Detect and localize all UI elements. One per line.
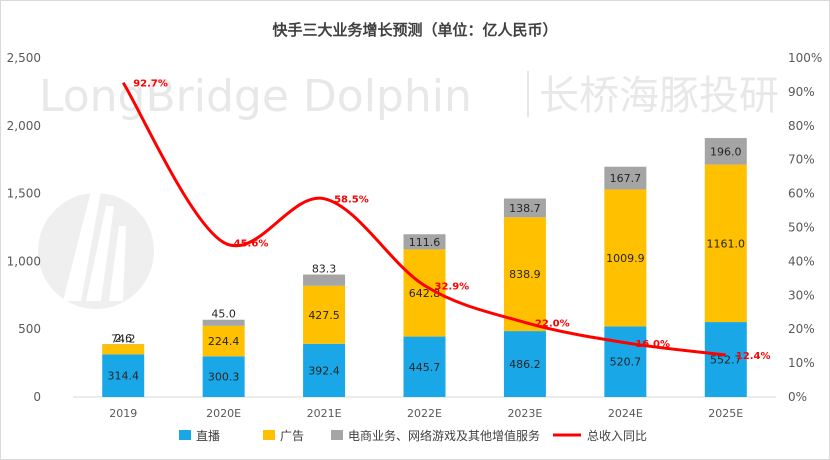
left-y-axis: 0 500 1,000 1,500 2,000 2,500 xyxy=(7,51,41,404)
legend-label: 总收入同比 xyxy=(587,429,647,443)
watermark-text-cn: 长桥海豚投研 xyxy=(539,73,779,119)
bar-segment-label: 138.7 xyxy=(509,202,541,215)
bar-segment xyxy=(303,343,346,397)
x-axis-tick-label: 2025E xyxy=(708,407,743,420)
left-axis-tick-label: 2,500 xyxy=(7,51,41,65)
bar-segment-label: 314.4 xyxy=(107,370,139,383)
bar-segment-label: 1161.0 xyxy=(707,237,746,250)
legend-swatch xyxy=(179,430,191,440)
right-axis-tick-label: 10% xyxy=(788,356,815,370)
x-axis-tick-label: 2019 xyxy=(109,407,137,420)
left-axis-tick-label: 1,500 xyxy=(7,187,41,201)
watermark-text-en: LongBridge Dolphin xyxy=(39,71,472,122)
watermark: LongBridge Dolphin 长桥海豚投研 xyxy=(38,71,779,309)
bar-segment xyxy=(704,138,747,165)
bar-segment-label: 427.5 xyxy=(308,309,340,322)
bar-segment xyxy=(503,198,546,218)
bar-segment-label: 520.7 xyxy=(610,356,642,369)
right-axis-tick-label: 90% xyxy=(788,85,815,99)
bar-segment-label: 83.3 xyxy=(312,263,337,276)
right-y-axis: 0% 10% 20% 30% 40% 50% 60% 70% 80% 90% 100% xyxy=(788,51,822,404)
chart-legend: 直播 广告 电商业务、网络游戏及其他增值服务 总收入同比 xyxy=(179,428,647,443)
left-axis-tick-label: 0 xyxy=(33,390,41,404)
bar-segment-label: 45.0 xyxy=(211,308,236,321)
yoy-growth-line: 92.7% 45.6% 58.5% 32.9% 22.0% 16.0% 12.4% xyxy=(121,79,771,362)
legend-label: 电商业务、网络游戏及其他增值服务 xyxy=(348,428,540,443)
bar-segment xyxy=(403,336,446,397)
bar-segment-label: 74.2 xyxy=(111,332,136,345)
bar-segment xyxy=(202,319,245,326)
bar-segment xyxy=(503,217,546,332)
yoy-growth-label: 92.7% xyxy=(133,79,168,90)
x-axis-tick-label: 2022E xyxy=(407,407,442,420)
yoy-growth-label: 58.5% xyxy=(334,195,369,206)
right-axis-tick-label: 30% xyxy=(788,288,815,302)
bar-segment xyxy=(102,344,145,355)
bar-segment xyxy=(303,285,346,344)
right-axis-tick-label: 50% xyxy=(788,221,815,235)
yoy-growth-line-path xyxy=(121,81,726,357)
bar-segment-label: 300.3 xyxy=(208,371,240,384)
bar-segment-label: 2.6 xyxy=(114,332,132,345)
watermark-logo xyxy=(38,191,154,309)
bar-segment xyxy=(604,189,647,327)
right-axis-tick-label: 60% xyxy=(788,187,815,201)
bar-segment xyxy=(202,356,245,397)
bar-segment xyxy=(604,166,647,190)
bar-segment xyxy=(303,274,346,286)
right-axis-tick-label: 70% xyxy=(788,153,815,167)
right-axis-tick-label: 80% xyxy=(788,119,815,133)
bar-segment xyxy=(202,325,245,357)
bar-segment xyxy=(503,331,546,397)
stacked-bars: 314.4 74.22.6 300.3 224.4 45.0 392.4 427.5 83.3… xyxy=(102,138,747,397)
x-axis-tick-label: 2020E xyxy=(206,407,241,420)
legend-swatch xyxy=(263,430,275,440)
right-axis-tick-label: 40% xyxy=(788,254,815,268)
bar-segment-label: 445.7 xyxy=(409,361,441,374)
yoy-growth-label: 32.9% xyxy=(435,281,470,292)
right-axis-tick-label: 0% xyxy=(788,390,807,404)
bar-segment xyxy=(102,354,145,397)
x-axis-tick-label: 2021E xyxy=(307,407,342,420)
bar-segment xyxy=(704,164,747,323)
legend-label: 广告 xyxy=(280,429,304,443)
left-axis-tick-label: 2,000 xyxy=(7,119,41,133)
legend-label: 直播 xyxy=(196,429,220,443)
bar-segment-label: 167.7 xyxy=(610,172,642,185)
x-axis-tick-labels: 2019 2020E 2021E 2022E 2023E 2024E 2025E xyxy=(109,407,743,420)
yoy-growth-label: 22.0% xyxy=(535,318,570,329)
bar-segment xyxy=(604,326,647,397)
bar-segment-label: 111.6 xyxy=(409,236,441,249)
bar-segment-label: 196.0 xyxy=(710,145,742,158)
bar-segment xyxy=(403,234,446,250)
right-axis-tick-label: 20% xyxy=(788,322,815,336)
bar-segment xyxy=(704,322,747,397)
yoy-growth-label: 12.4% xyxy=(736,351,771,362)
right-axis-tick-label: 100% xyxy=(788,51,822,65)
bar-segment-label: 838.9 xyxy=(509,268,541,281)
bar-segment-label: 1009.9 xyxy=(606,252,645,265)
chart-title: 快手三大业务增长预测（单位：亿人民币） xyxy=(272,21,557,39)
legend-swatch xyxy=(331,430,343,440)
bar-segment-label: 486.2 xyxy=(509,358,541,371)
yoy-growth-label: 45.6% xyxy=(234,238,269,249)
x-axis-tick-label: 2024E xyxy=(608,407,643,420)
yoy-growth-label: 16.0% xyxy=(635,339,670,350)
bar-segment-label: 552.7 xyxy=(710,354,742,367)
bar-segment-label: 392.4 xyxy=(308,364,340,377)
left-axis-tick-label: 1,000 xyxy=(7,254,41,268)
left-axis-tick-label: 500 xyxy=(18,322,41,336)
bar-segment-label: 224.4 xyxy=(208,335,240,348)
x-axis-tick-label: 2023E xyxy=(507,407,542,420)
